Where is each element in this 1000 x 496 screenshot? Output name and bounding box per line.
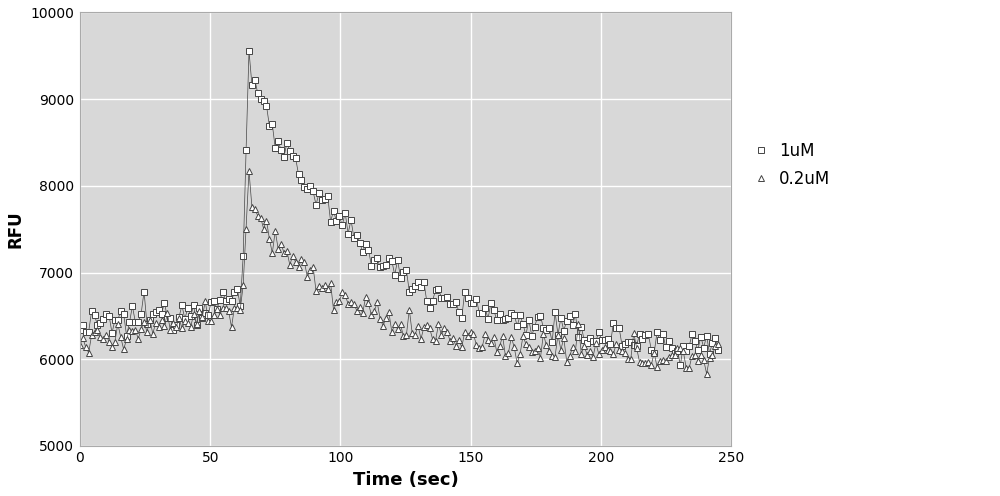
1uM — [636, 335, 648, 341]
0.2uM — [243, 168, 255, 174]
1uM — [252, 90, 264, 96]
1uM — [648, 350, 660, 356]
Line: 0.2uM: 0.2uM — [77, 168, 721, 377]
1uM — [243, 48, 255, 54]
1uM — [616, 343, 628, 349]
0.2uM — [418, 324, 430, 330]
1uM — [263, 123, 275, 129]
0.2uM — [252, 213, 264, 219]
0.2uM — [636, 360, 648, 366]
Line: 1uM: 1uM — [77, 48, 721, 368]
1uM — [418, 279, 430, 285]
0.2uM — [74, 342, 86, 348]
0.2uM — [648, 350, 660, 356]
Legend: 1uM, 0.2uM: 1uM, 0.2uM — [753, 142, 831, 188]
1uM — [712, 347, 724, 353]
0.2uM — [701, 371, 713, 377]
0.2uM — [712, 341, 724, 347]
0.2uM — [616, 348, 628, 354]
X-axis label: Time (sec): Time (sec) — [353, 471, 458, 489]
1uM — [674, 362, 686, 368]
Y-axis label: RFU: RFU — [7, 210, 25, 248]
1uM — [74, 327, 86, 333]
0.2uM — [263, 236, 275, 242]
